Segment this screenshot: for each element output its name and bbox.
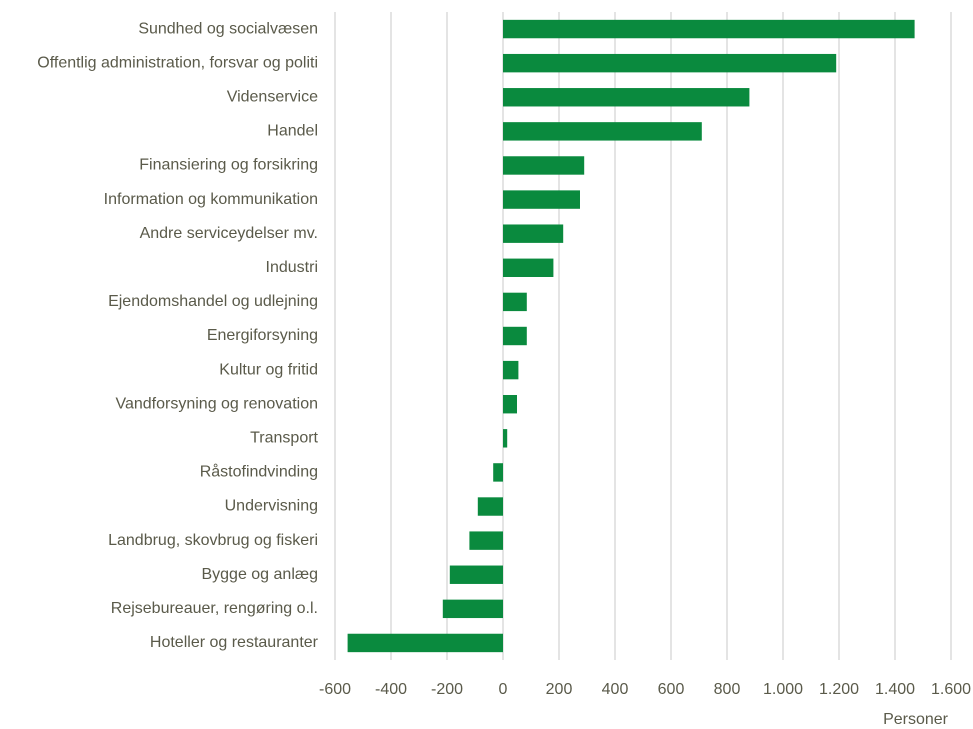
bar [503, 360, 519, 380]
x-tick-label: 1.000 [763, 681, 803, 698]
x-axis-label: Personer [883, 711, 949, 728]
y-tick-label: Kultur og fritid [219, 361, 318, 378]
bar [503, 429, 508, 448]
bar [503, 395, 517, 414]
y-tick-label: Hoteller og restauranter [150, 634, 319, 651]
y-tick-label: Vandforsyning og renovation [115, 395, 318, 412]
bar [477, 497, 503, 516]
y-tick-label: Landbrug, skovbrug og fiskeri [108, 532, 318, 549]
bar [503, 122, 702, 141]
y-tick-label: Information og kommunikation [104, 191, 318, 208]
bar [347, 633, 503, 653]
y-tick-label: Energiforsyning [207, 327, 318, 344]
y-tick-label: Offentlig administration, forsvar og pol… [37, 54, 318, 71]
bar [503, 190, 580, 209]
y-tick-label: Råstofindvinding [200, 463, 318, 481]
y-tick-label: Bygge og anlæg [201, 566, 318, 583]
bar [503, 19, 915, 39]
bar [503, 224, 564, 243]
x-tick-label: -200 [431, 681, 463, 698]
x-tick-label: -400 [375, 681, 407, 698]
x-tick-label: 1.600 [931, 681, 971, 698]
y-tick-label: Andre serviceydelser mv. [140, 225, 318, 242]
y-tick-label: Industri [266, 259, 318, 276]
x-tick-label: 600 [658, 681, 685, 698]
bar [503, 326, 527, 346]
x-tick-label: 1.200 [819, 681, 859, 698]
bar [503, 258, 554, 277]
bar [449, 565, 503, 584]
bar [503, 53, 837, 73]
bar [503, 292, 527, 312]
y-tick-label: Ejendomshandel og udlejning [108, 293, 318, 310]
y-tick-label: Sundhed og socialvæsen [138, 20, 318, 37]
x-tick-label: 400 [602, 681, 629, 698]
bar [469, 531, 503, 550]
y-tick-label: Rejsebureauer, rengøring o.l. [111, 600, 318, 617]
bar [503, 156, 585, 175]
y-tick-label: Videnservice [227, 88, 318, 105]
y-tick-label: Handel [267, 123, 318, 140]
y-tick-label: Transport [250, 430, 318, 447]
x-tick-label: 0 [499, 681, 508, 698]
x-tick-label: 1.400 [875, 681, 915, 698]
y-tick-label: Undervisning [225, 498, 318, 515]
x-tick-label: 200 [546, 681, 573, 698]
y-tick-label: Finansiering og forsikring [139, 157, 318, 174]
bar [493, 463, 503, 482]
x-tick-label: 800 [714, 681, 741, 698]
bar [503, 88, 750, 107]
bar [442, 599, 503, 619]
x-tick-label: -600 [319, 681, 351, 698]
